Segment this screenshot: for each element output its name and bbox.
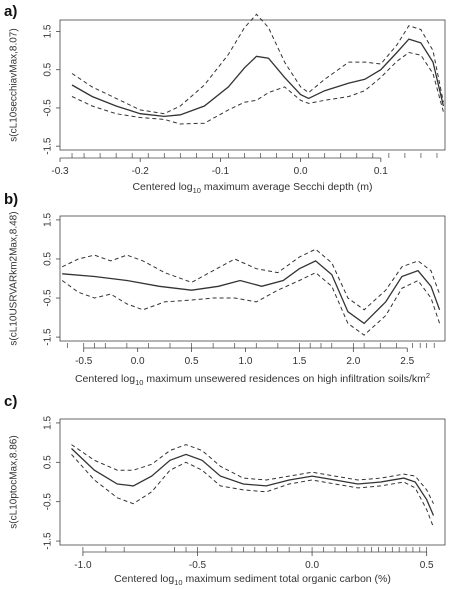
y-tick-label: -1.5 (43, 532, 54, 550)
plot-frame (59, 19, 446, 151)
y-tick-label: 1.5 (43, 416, 54, 430)
smooth-fit-line (62, 260, 441, 325)
x-tick-label: 0.0 (305, 560, 319, 571)
plot-frame (59, 215, 446, 342)
y-tick-label: -1.5 (43, 137, 54, 155)
upper-ci-line (71, 444, 434, 504)
panel-label: a) (4, 3, 17, 20)
x-axis-title-pre: Centered log (114, 573, 174, 585)
x-tick-label: 2.0 (346, 356, 360, 367)
x-tick-label: -0.1 (212, 166, 230, 177)
y-tick-label: -0.5 (43, 289, 54, 307)
y-axis-title: s(cL10ptocMax,8.86) (9, 435, 20, 528)
x-axis-title-post: maximum unsewered residences on high inf… (143, 373, 426, 385)
x-tick-label: 0.5 (420, 560, 434, 571)
lower-ci-line (71, 454, 434, 528)
smooth-fit-line (71, 448, 435, 516)
x-axis-title: Centered log10 maximum unsewered residen… (75, 371, 430, 387)
panel-label: c) (4, 393, 17, 410)
lower-ci-line (61, 272, 441, 336)
y-tick-label: 0.5 (43, 62, 54, 76)
x-tick-label: 0.0 (131, 356, 145, 367)
x-tick-label: 0.5 (185, 356, 199, 367)
y-tick-label: -0.5 (43, 493, 54, 511)
x-axis-title-post: maximum sediment total organic carbon (%… (183, 573, 391, 585)
x-tick-label: 0.1 (374, 166, 388, 177)
upper-ci-line (71, 13, 444, 115)
x-tick-label: 1.0 (239, 356, 253, 367)
panel-label: b) (4, 191, 18, 208)
x-axis-title-pre: Centered log (132, 181, 192, 193)
x-tick-label: 1.5 (292, 356, 306, 367)
y-tick-label: 0.5 (43, 252, 54, 266)
x-axis-title-sub: 10 (174, 578, 182, 587)
x-tick-label: -0.2 (132, 166, 150, 177)
upper-ci-line (61, 248, 441, 311)
y-tick-label: -1.5 (43, 328, 54, 346)
x-tick-label: 0.0 (294, 166, 308, 177)
y-axis-title: s(cL10USRVARkm2Max,8.48) (9, 211, 20, 345)
x-tick-label: -1.0 (74, 560, 92, 571)
y-tick-label: 1.5 (43, 213, 54, 227)
panel-2: b) -1.5 -0.5 0.5 1.5 s(cL10USRVARkm2Max,8.48)… (4, 191, 446, 387)
x-tick-label: -0.5 (189, 560, 207, 571)
y-axis-title: s(cL10secchiavMax,8.07) (9, 28, 20, 141)
x-axis-title-pre: Centered log (75, 373, 135, 385)
x-axis-title-sub: 10 (135, 378, 143, 387)
plot-frame (59, 418, 446, 546)
panel-1: a) -1.5 -0.5 0.5 1.5 s(cL10secchiavMax,8.07) -… (4, 3, 446, 195)
y-tick-label: 0.5 (43, 455, 54, 469)
x-axis-title: Centered log10 maximum sediment total or… (114, 573, 391, 587)
y-tick-label: -0.5 (43, 99, 54, 117)
x-axis-title-sub: 10 (193, 186, 201, 195)
x-tick-label: 2.5 (400, 356, 414, 367)
x-axis-title: Centered log10 maximum average Secchi de… (132, 181, 372, 195)
x-tick-label: -0.3 (51, 166, 69, 177)
x-axis-title-post: maximum average Secchi depth (m) (201, 181, 373, 193)
x-axis-title-sup: 2 (426, 371, 430, 380)
y-tick-label: 1.5 (43, 24, 54, 38)
x-tick-label: -0.5 (75, 356, 93, 367)
lower-ci-line (71, 51, 444, 125)
panel-3: c) -1.5 -0.5 0.5 1.5 s(cL10ptocMax,8.86) -1.0 -… (4, 393, 446, 587)
smooth-fit-line (71, 38, 445, 118)
